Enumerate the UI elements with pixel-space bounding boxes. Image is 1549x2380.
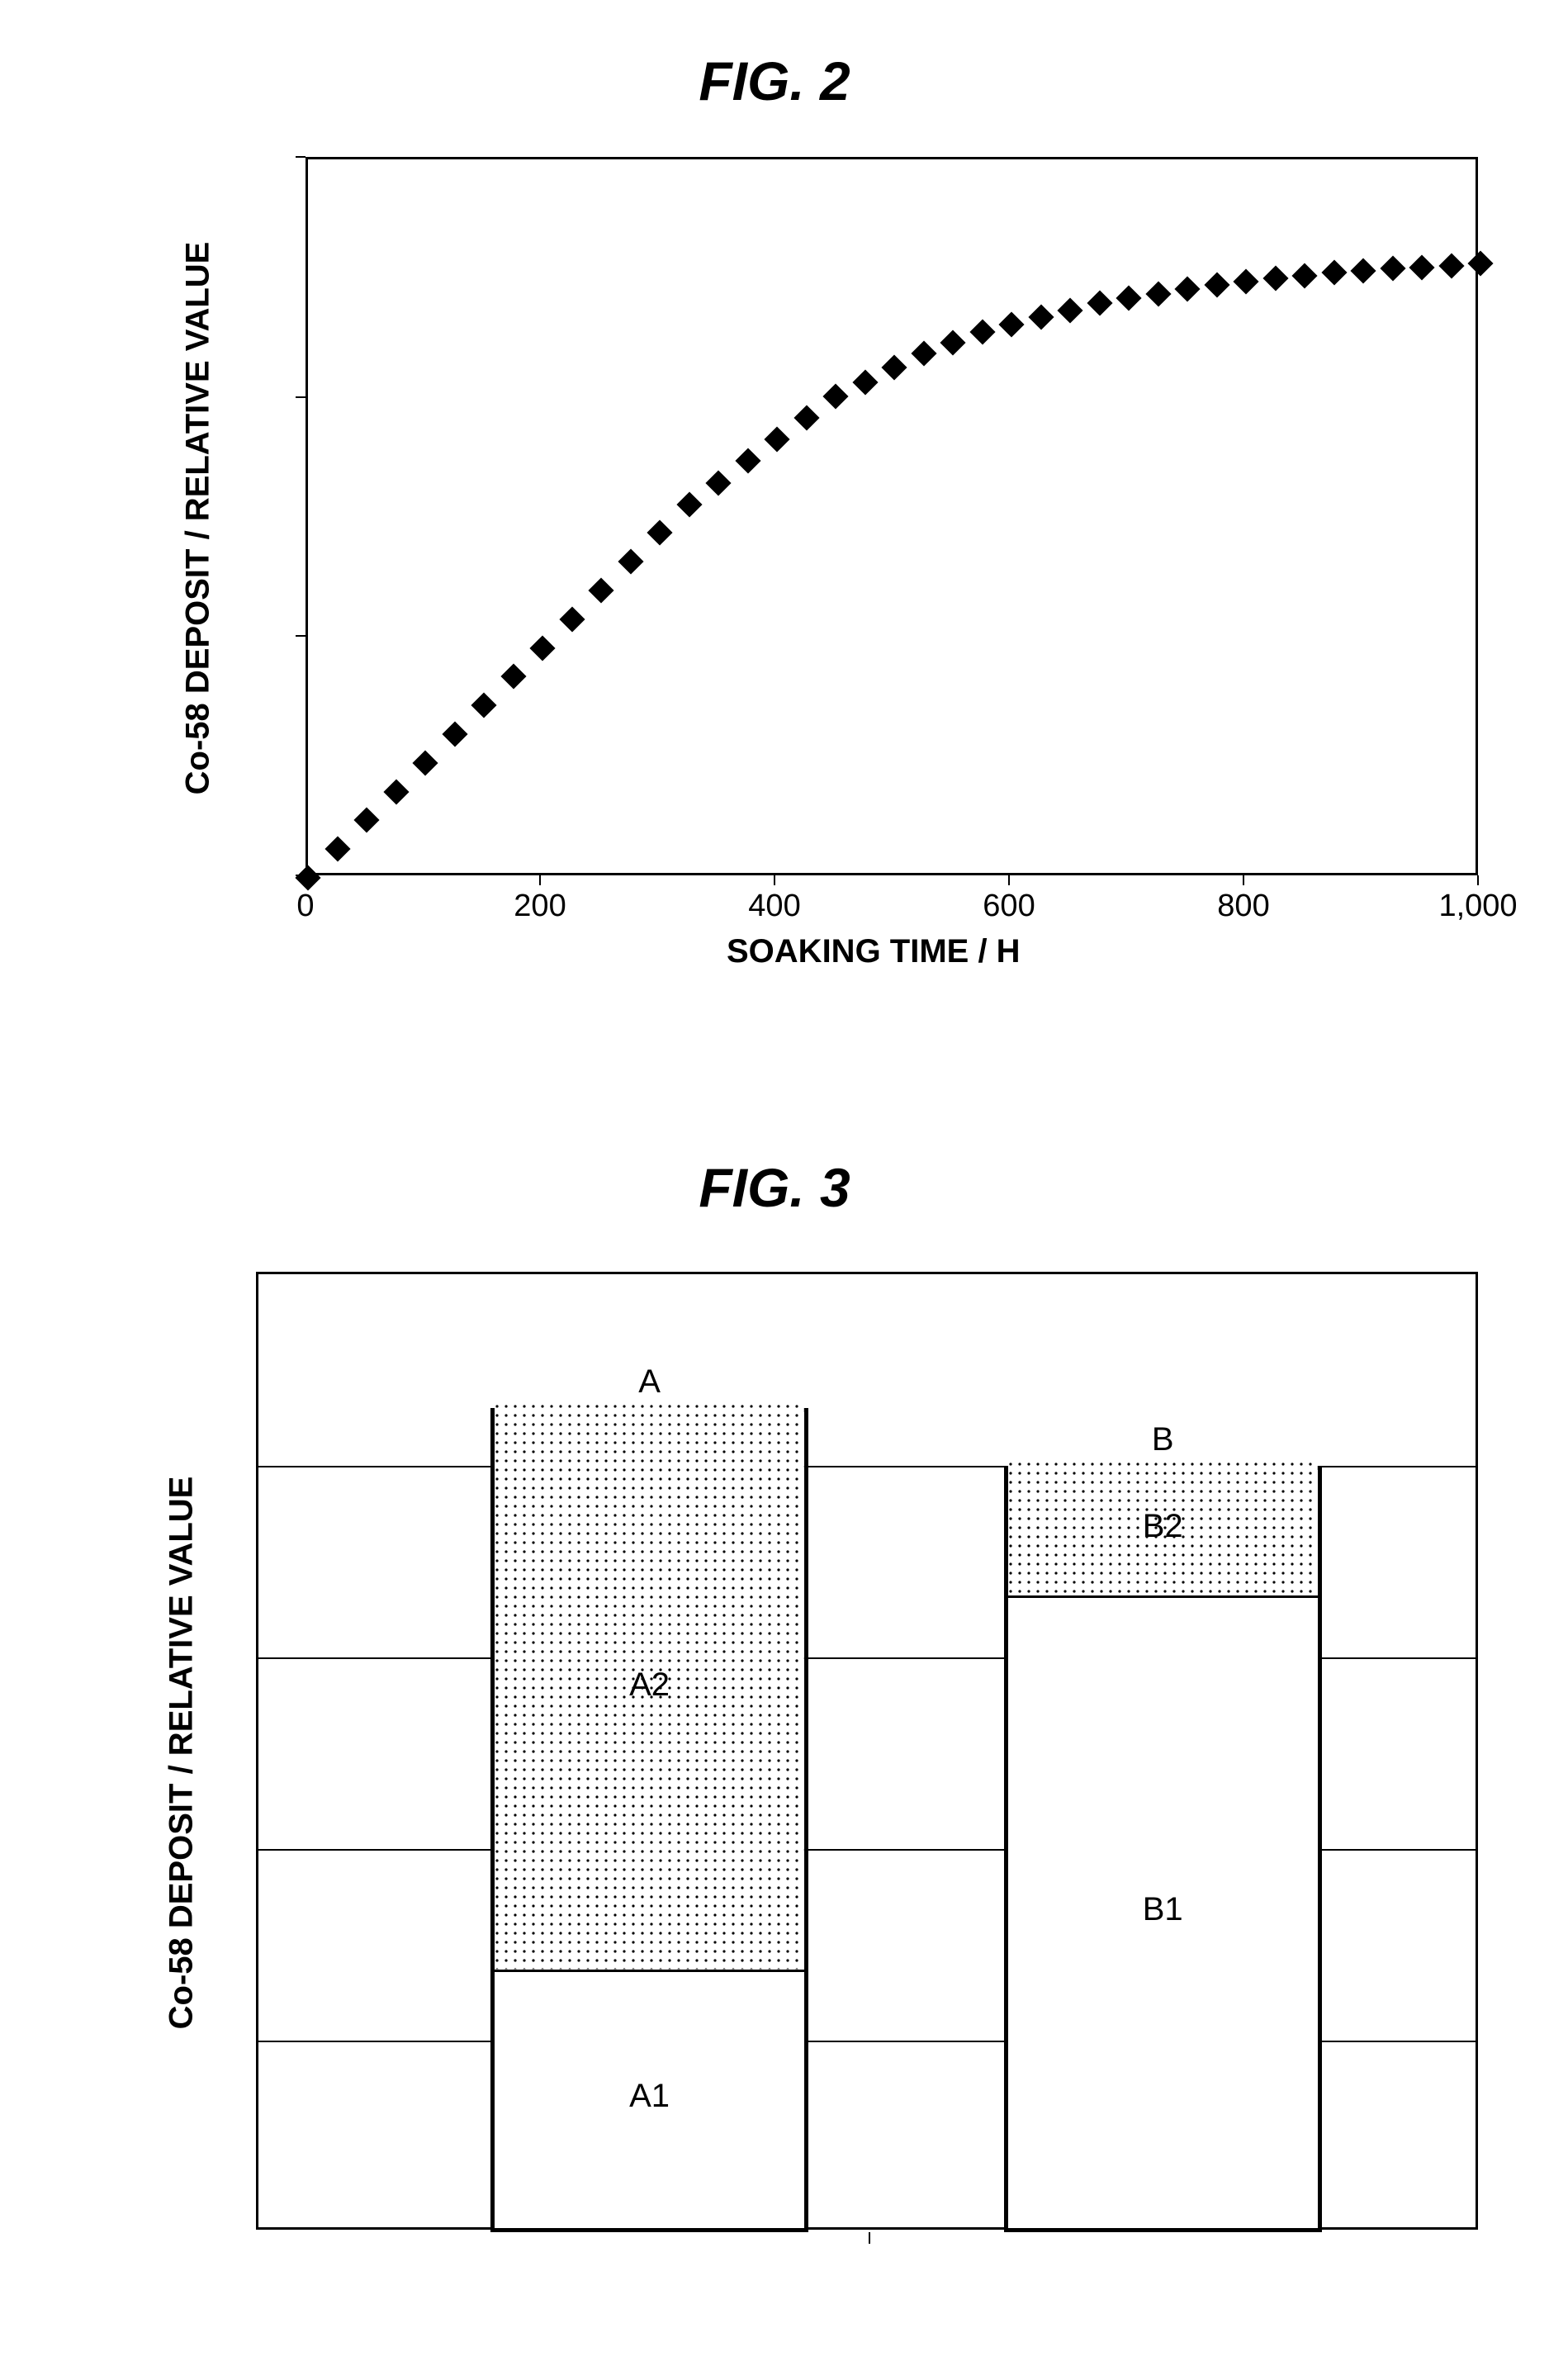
figure-2-y-axis-label: Co-58 DEPOSIT / RELATIVE VALUE (180, 188, 217, 849)
figure-3-y-axis-label: Co-58 DEPOSIT / RELATIVE VALUE (163, 1423, 201, 2084)
figure-2-y-tick (296, 635, 306, 637)
figure-2-data-point (940, 330, 965, 355)
figure-2-data-point (1409, 254, 1434, 280)
figure-2-data-point (881, 355, 907, 381)
figure-2-data-point (1145, 281, 1171, 306)
figure-3-plot-area: A1 A2 A B1 B2 B (256, 1272, 1478, 2230)
figure-2-x-tick-label: 0 (264, 889, 347, 924)
figure-2-data-point (1057, 297, 1082, 323)
figure-2-y-tick (296, 396, 306, 398)
figure-2-data-point (793, 405, 819, 431)
figure-2-data-point (383, 779, 409, 804)
figure-2-data-point (647, 520, 672, 546)
figure-2-data-point (1438, 253, 1464, 278)
figure-2-data-point (1204, 273, 1229, 298)
figure-2-x-tick (305, 875, 306, 885)
figure-2-data-point (412, 750, 438, 775)
figure-3-bar-A: A1 A2 (490, 1408, 808, 2232)
figure-2-title: FIG. 2 (0, 50, 1549, 112)
figure-3-segment-label-A1: A1 (495, 2078, 804, 2115)
figure-2-data-point (822, 384, 848, 410)
figure-2-data-point (500, 664, 526, 690)
figure-2-data-point (1087, 290, 1112, 315)
figure-2-x-tick (1243, 875, 1244, 885)
figure-2-data-point (1233, 268, 1258, 294)
figure-3-segment-label-B2: B2 (1008, 1508, 1318, 1545)
figure-2-x-tick-label: 400 (733, 889, 816, 924)
figure-2-data-point (442, 721, 467, 747)
figure-2-data-point (764, 427, 789, 453)
figure-2-x-tick-label: 800 (1202, 889, 1285, 924)
figure-3-title: FIG. 3 (0, 1156, 1549, 1219)
figure-2-data-point (911, 340, 936, 366)
figure-2-data-point (998, 312, 1024, 338)
figure-2-y-tick (296, 875, 306, 876)
figure-2-data-point (705, 470, 731, 495)
figure-3-bar-B: B1 B2 (1004, 1466, 1322, 2232)
figure-2-data-point (1174, 276, 1200, 301)
figure-2-data-point (295, 865, 320, 890)
figure-2-x-tick (539, 875, 541, 885)
figure-2-data-point (1350, 258, 1376, 283)
figure-2-data-point (324, 837, 350, 862)
figure-2-x-tick-label: 200 (499, 889, 581, 924)
figure-2-data-point (676, 491, 702, 517)
figure-2-plot-area (306, 157, 1478, 875)
figure-2-y-tick (296, 156, 306, 158)
figure-2-data-point (1321, 260, 1347, 286)
figure-2-data-point (471, 693, 496, 718)
figure-2-data-point (529, 635, 555, 661)
figure-2-data-point (588, 577, 613, 603)
figure-3-bar-top-label-A: A (490, 1363, 808, 1401)
figure-2-data-point (353, 808, 379, 833)
figure-2-x-axis-label: SOAKING TIME / H (727, 933, 1021, 970)
figure-2-data-point (1291, 263, 1317, 288)
figure-2-data-point (1380, 256, 1405, 282)
figure-3-center-tick (869, 2232, 870, 2244)
figure-2-data-point (618, 549, 643, 575)
figure-2-data-point (852, 369, 878, 395)
figure-2-x-tick (774, 875, 775, 885)
figure-2-x-tick-label: 1,000 (1437, 889, 1519, 924)
figure-2-x-tick-label: 600 (968, 889, 1050, 924)
figure-2-data-point (735, 448, 760, 474)
figure-2-x-tick (1008, 875, 1010, 885)
figure-2-data-point (1262, 266, 1288, 292)
figure-2-data-point (1116, 285, 1141, 311)
figure-3-segment-label-A2: A2 (495, 1666, 804, 1704)
figure-2-data-point (969, 319, 995, 344)
figure-2-data-point (1467, 251, 1493, 277)
figure-2-data-point (1028, 305, 1054, 330)
figure-2-chart: Co-58 DEPOSIT / RELATIVE VALUE SOAKING T… (149, 157, 1549, 991)
figure-3-bar-top-label-B: B (1004, 1421, 1322, 1458)
figure-3-chart: Co-58 DEPOSIT / RELATIVE VALUE A1 A2 A B1 B2… (149, 1272, 1528, 2279)
figure-2-data-point (559, 606, 585, 632)
figure-2-x-tick (1477, 875, 1479, 885)
figure-3-segment-label-B1: B1 (1008, 1891, 1318, 1928)
